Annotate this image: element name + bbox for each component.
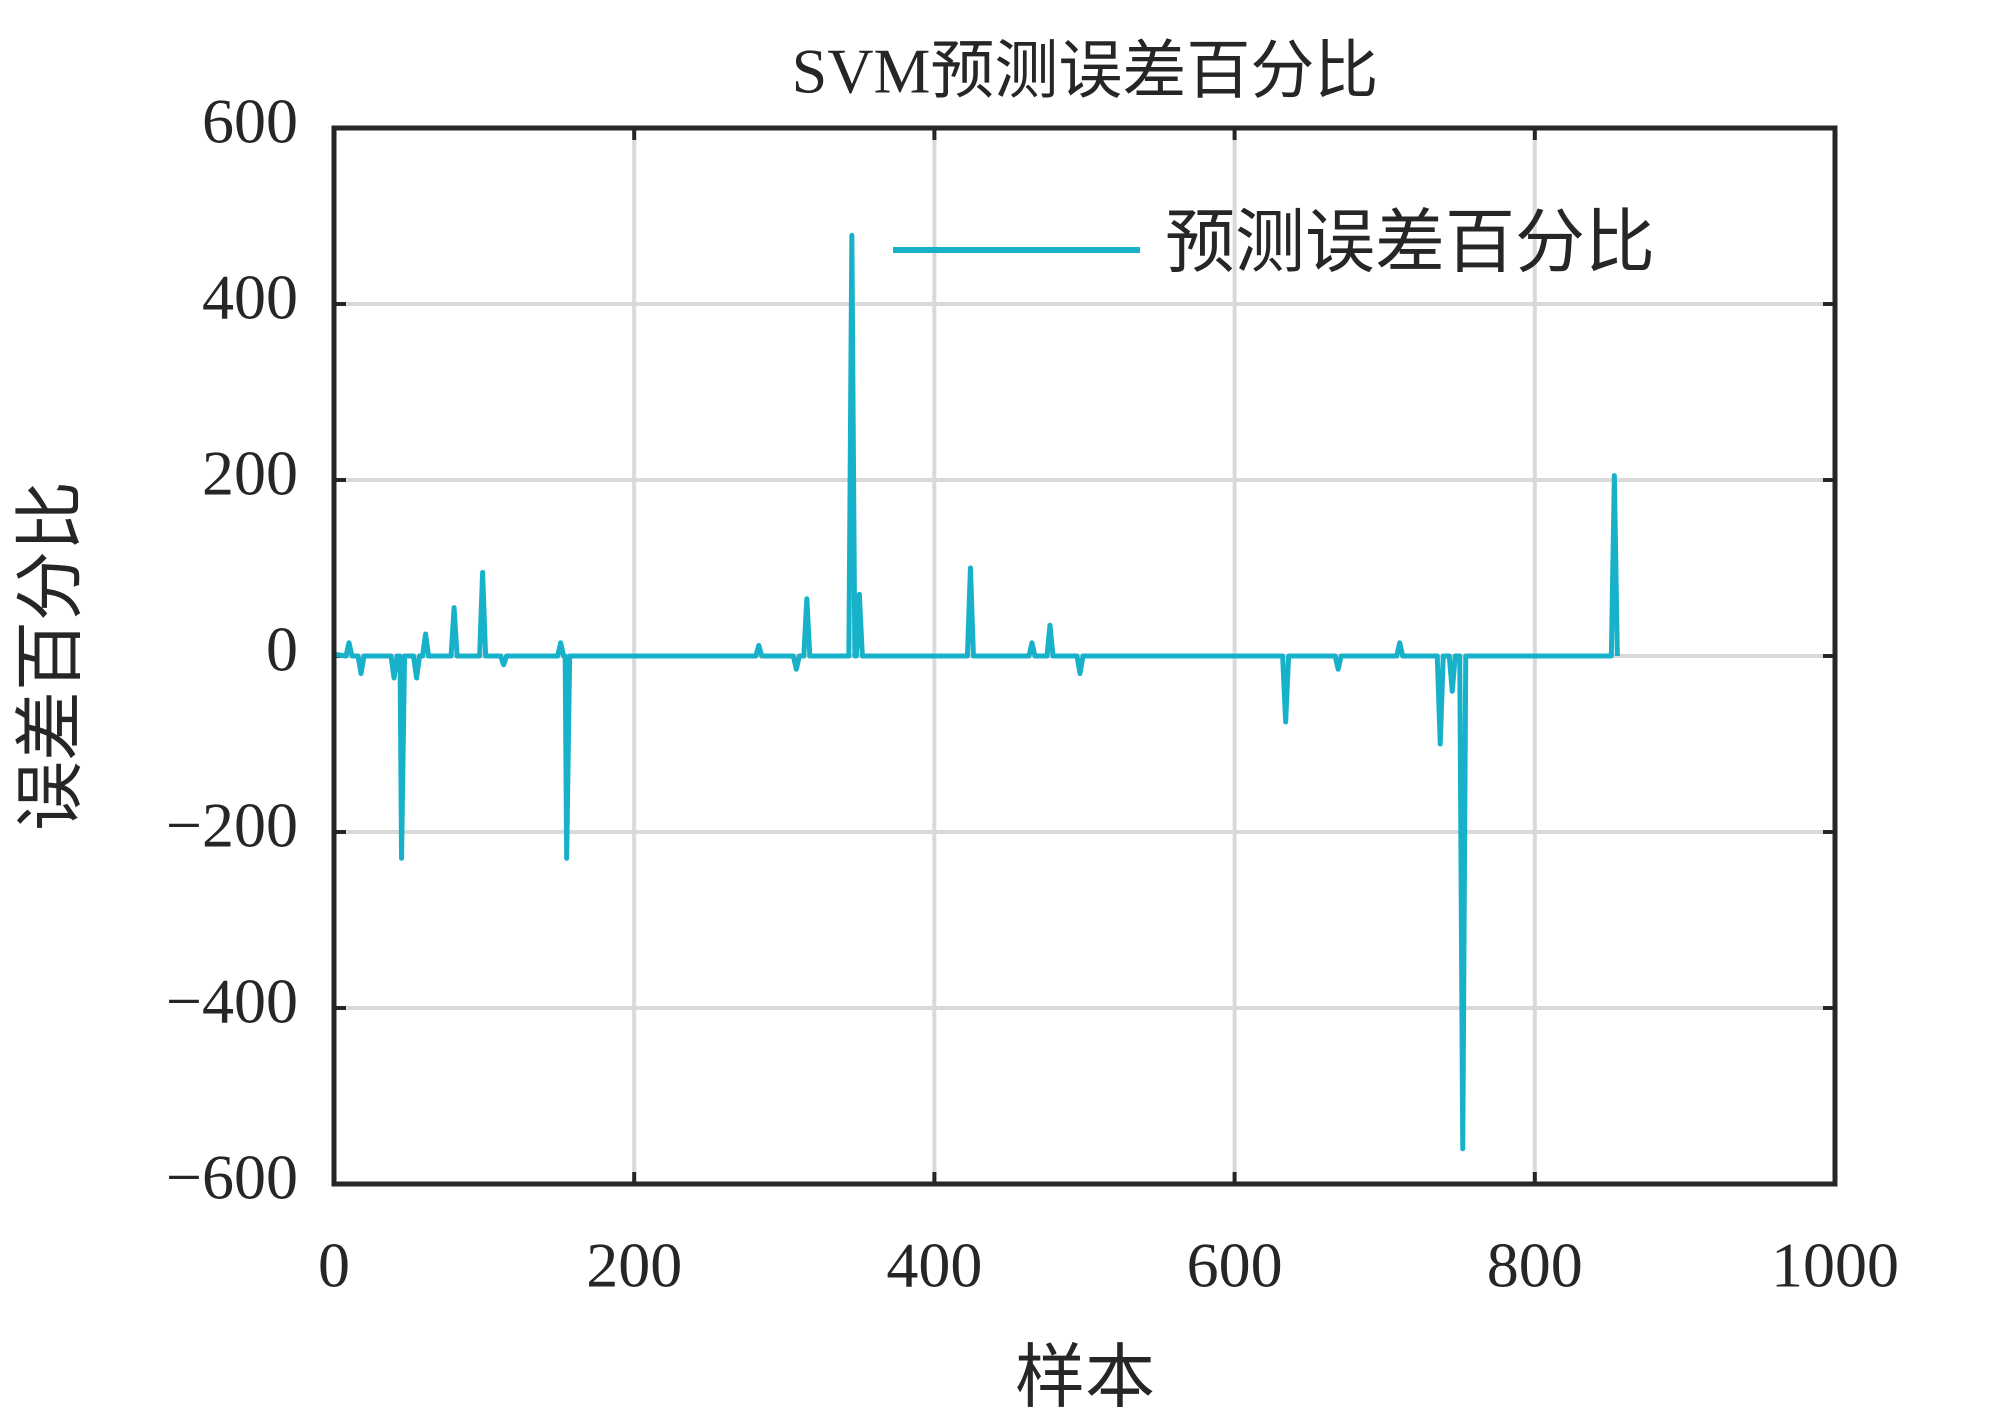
x-tick-label: 600 (1187, 1230, 1283, 1301)
plot-frame (331, 125, 1838, 1187)
y-tick-label: −200 (166, 790, 298, 861)
x-tick-label: 800 (1487, 1230, 1583, 1301)
y-tick-label: −400 (166, 966, 298, 1037)
y-tick-label: 400 (202, 262, 298, 333)
x-tick-label: 200 (586, 1230, 682, 1301)
legend-label: 预测误差百分比 (1165, 205, 1655, 282)
x-axis-label: 样本 (1015, 1340, 1155, 1417)
x-tick-label: 1000 (1771, 1230, 1899, 1301)
chart-title: SVM预测误差百分比 (792, 36, 1379, 107)
x-tick-label: 0 (318, 1230, 350, 1301)
y-tick-label: 600 (202, 86, 298, 157)
x-tick-label: 400 (886, 1230, 982, 1301)
y-tick-label: −600 (166, 1142, 298, 1213)
y-tick-label: 0 (266, 614, 298, 685)
y-axis-label: 误差百分比 (13, 481, 90, 831)
y-tick-label: 200 (202, 438, 298, 509)
data-line (333, 232, 1620, 1152)
